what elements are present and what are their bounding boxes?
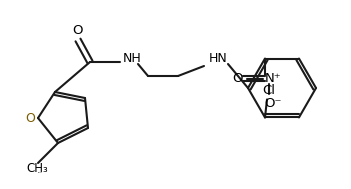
Text: NH: NH bbox=[122, 53, 141, 66]
Text: O: O bbox=[25, 112, 35, 125]
Text: methyl: methyl bbox=[38, 171, 42, 173]
Text: HN: HN bbox=[208, 53, 227, 66]
Text: N⁺: N⁺ bbox=[265, 72, 281, 85]
Text: Cl: Cl bbox=[263, 84, 276, 97]
Text: O⁻: O⁻ bbox=[264, 97, 282, 110]
Text: O: O bbox=[233, 72, 243, 85]
Text: CH₃: CH₃ bbox=[26, 163, 48, 176]
Text: O: O bbox=[73, 25, 83, 37]
